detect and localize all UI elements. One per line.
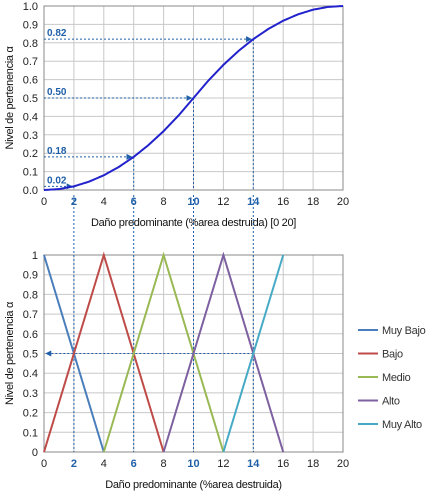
- x-tick-label: 14: [247, 196, 260, 208]
- y-tick-label: 0.2: [23, 408, 38, 420]
- x-tick-label: 4: [101, 196, 107, 208]
- y-tick-label: 0.1: [23, 427, 38, 439]
- y-tick-label: 0.3: [23, 130, 38, 142]
- y-tick-label: 0.3: [23, 388, 38, 400]
- y-tick-label: 1.0: [23, 1, 38, 13]
- bottom-y-tick-labels: 0 0.1 0.2 0.3 0.4 0.5 0.6 0.7 0.8 0.9 1: [23, 250, 38, 459]
- y-tick-label: 0: [32, 447, 38, 459]
- x-tick-label: 12: [217, 196, 229, 208]
- legend: Muy Bajo Bajo Medio Alto Muy Alto: [358, 325, 426, 431]
- y-tick-label: 0.7: [23, 309, 38, 321]
- value-annotation: 0.02: [47, 175, 67, 186]
- top-annotations: 0.02 0.18 0.50 0.82: [47, 28, 67, 186]
- x-tick-label: 10: [187, 458, 199, 470]
- x-tick-label: 16: [277, 458, 289, 470]
- value-annotation: 0.18: [47, 146, 67, 157]
- y-tick-label: 0.5: [23, 349, 38, 361]
- x-tick-label: 6: [131, 196, 137, 208]
- y-tick-label: 0.9: [23, 19, 38, 31]
- y-tick-label: 0.6: [23, 329, 38, 341]
- top-series: [43, 5, 344, 191]
- x-tick-label: 6: [131, 458, 137, 470]
- legend-label: Muy Bajo: [382, 325, 426, 337]
- bottom-x-tick-labels: 0 2 4 6 8 10 12 14 16 18 20: [41, 458, 349, 470]
- y-tick-label: 1: [32, 250, 38, 262]
- x-tick-label: 20: [337, 196, 349, 208]
- bottom-y-axis-label: Nivel de pertenencia α: [4, 301, 16, 405]
- y-tick-label: 0.4: [23, 368, 38, 380]
- value-annotation: 0.50: [47, 87, 67, 98]
- y-tick-label: 0.2: [23, 148, 38, 160]
- series-line: [162, 251, 285, 453]
- bottom-series: [43, 251, 285, 453]
- top-x-tick-labels: 0 2 4 6 8 10 12 14 16 18 20: [41, 196, 349, 208]
- alpha-curve-line: [43, 5, 344, 191]
- x-tick-label: 16: [277, 196, 289, 208]
- bottom-guide-lines: [45, 195, 254, 452]
- y-tick-label: 0.8: [23, 289, 38, 301]
- top-y-axis-label: Nivel de pertenencia α: [4, 46, 16, 150]
- x-tick-label: 0: [41, 458, 47, 470]
- series-line: [222, 254, 285, 453]
- y-tick-label: 0.9: [23, 270, 38, 282]
- value-annotation: 0.82: [47, 28, 67, 39]
- y-tick-label: 0.0: [23, 185, 38, 197]
- bottom-x-axis-label: Daño predominante (%area destruida): [105, 479, 282, 491]
- legend-label: Muy Alto: [382, 419, 422, 431]
- y-tick-label: 0.7: [23, 56, 38, 68]
- cumulative-curve-chart: 0.020.180.500.82 0.00.10.20.30.40.50.60.…: [4, 1, 349, 229]
- legend-label: Bajo: [382, 349, 403, 361]
- legend-label: Medio: [382, 372, 411, 384]
- y-tick-label: 0.4: [23, 111, 38, 123]
- top-guide-lines: [44, 36, 254, 190]
- y-tick-label: 0.8: [23, 38, 38, 50]
- x-tick-label: 10: [187, 196, 199, 208]
- y-tick-label: 0.6: [23, 75, 38, 87]
- y-tick-label: 0.5: [23, 93, 38, 105]
- x-tick-label: 0: [41, 196, 47, 208]
- y-tick-label: 0.1: [23, 167, 38, 179]
- x-tick-label: 2: [71, 196, 77, 208]
- legend-label: Alto: [382, 396, 400, 408]
- series-line: [102, 251, 225, 453]
- x-tick-label: 12: [217, 458, 229, 470]
- x-tick-label: 14: [247, 458, 260, 470]
- series-line: [43, 251, 165, 453]
- x-tick-label: 8: [161, 196, 167, 208]
- membership-functions-chart: 0 0.1 0.2 0.3 0.4 0.5 0.6 0.7 0.8 0.9 1 0 2 4 6 8 10 12 1…: [4, 195, 426, 491]
- x-tick-label: 18: [307, 196, 319, 208]
- top-y-tick-labels: 0.0 0.1 0.2 0.3 0.4 0.5 0.6 0.7 0.8 0.9 1.0: [23, 1, 38, 197]
- x-tick-label: 18: [307, 458, 319, 470]
- x-tick-label: 4: [101, 458, 107, 470]
- x-tick-label: 20: [337, 458, 349, 470]
- x-tick-label: 2: [71, 458, 77, 470]
- x-tick-label: 8: [161, 458, 167, 470]
